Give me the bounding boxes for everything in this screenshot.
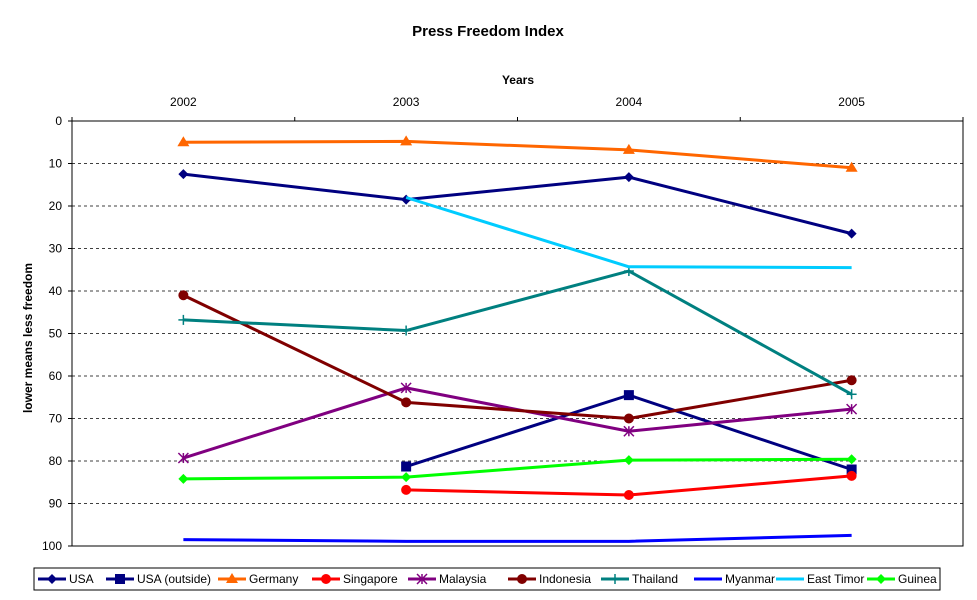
series-line: [183, 269, 853, 396]
gridlines: [72, 163, 963, 504]
data-point: [846, 228, 857, 239]
legend-label: Malaysia: [439, 572, 487, 586]
series-indonesia: [178, 290, 857, 424]
legend-item: USA: [38, 572, 94, 586]
series-line: [183, 172, 852, 236]
data-point: [115, 574, 125, 584]
series-guinea: [178, 454, 857, 484]
data-point: [846, 454, 857, 465]
legend-label: Thailand: [632, 572, 678, 586]
data-point: [178, 290, 189, 301]
x-axis-title: Years: [502, 73, 534, 87]
data-point: [622, 143, 635, 154]
series-line: [183, 139, 852, 170]
series-usa: [178, 169, 857, 239]
data-point: [846, 389, 857, 400]
y-axis-title: lower means less freedom: [21, 263, 35, 413]
legend-label: Germany: [249, 572, 298, 586]
series-line: [405, 196, 852, 270]
y-tick-label: 70: [49, 412, 63, 426]
series-myanmar: [183, 533, 852, 543]
data-point: [623, 490, 634, 500]
legend-item: USA (outside): [106, 572, 211, 586]
x-tick-label: 2003: [393, 95, 420, 109]
y-tick-label: 80: [49, 454, 63, 468]
legend-label: Guinea: [898, 572, 937, 586]
data-point: [623, 455, 634, 466]
y-tick-label: 90: [49, 497, 63, 511]
axis-ticks: 0 10 20 30 40 50 60 70 80 90 100 2002 2003 2004 2005: [42, 95, 964, 553]
legend-item: Myanmar: [694, 572, 775, 586]
legend-item: Malaysia: [408, 572, 487, 586]
data-point: [226, 573, 238, 583]
y-tick-label: 100: [42, 539, 62, 553]
y-tick-label: 60: [49, 369, 63, 383]
legend-item: Guinea: [867, 572, 937, 586]
legend-label: East Timor: [807, 572, 864, 586]
data-point: [610, 574, 620, 584]
x-tick-label: 2005: [838, 95, 865, 109]
data-point: [623, 172, 634, 183]
y-tick-label: 20: [49, 199, 63, 213]
data-point: [846, 403, 858, 415]
legend-item: Indonesia: [508, 572, 591, 586]
data-point: [623, 413, 634, 424]
legend: USA USA (outside) Germany Singapore Malaysia…: [33, 567, 941, 591]
data-point: [177, 136, 190, 147]
data-point: [178, 314, 189, 325]
series-east-timor: [405, 196, 852, 270]
data-point: [623, 390, 634, 401]
data-point: [846, 375, 857, 386]
series-malaysia: [177, 382, 858, 464]
data-point: [178, 473, 189, 484]
legend-label: Singapore: [343, 572, 398, 586]
data-point: [846, 470, 857, 481]
data-point: [401, 461, 412, 472]
legend-label: USA (outside): [137, 572, 211, 586]
legend-label: Indonesia: [539, 572, 591, 586]
y-tick-label: 50: [49, 327, 63, 341]
data-point: [401, 472, 412, 483]
legend-label: USA: [69, 572, 94, 586]
data-point: [400, 382, 412, 394]
legend-item: East Timor: [776, 572, 864, 586]
legend-item: Thailand: [601, 572, 678, 586]
data-point: [400, 135, 413, 146]
legend-label: Myanmar: [725, 572, 775, 586]
data-point: [623, 425, 635, 437]
legend-item: Singapore: [312, 572, 398, 586]
y-tick-label: 30: [49, 242, 63, 256]
data-point: [846, 464, 857, 475]
legend-box: [33, 567, 941, 591]
series-line: [182, 293, 852, 420]
data-point: [177, 452, 189, 464]
data-point: [321, 574, 331, 584]
data-point: [401, 325, 412, 336]
x-tick-label: 2002: [170, 95, 197, 109]
series-singapore: [401, 470, 857, 500]
y-tick-label: 40: [49, 284, 63, 298]
data-point: [47, 574, 57, 584]
data-point: [178, 169, 189, 180]
y-tick-label: 0: [55, 114, 62, 128]
y-tick-label: 10: [49, 157, 63, 171]
data-point: [517, 574, 527, 584]
data-point: [401, 397, 412, 408]
x-tick-label: 2004: [616, 95, 643, 109]
series-line: [183, 457, 852, 481]
series-line: [183, 533, 852, 543]
series-thailand: [178, 266, 857, 400]
data-point: [416, 573, 428, 585]
series-germany: [177, 135, 858, 172]
series-usa-outside: [401, 390, 857, 475]
chart-title: Press Freedom Index: [412, 23, 564, 40]
data-point: [876, 574, 886, 584]
data-point: [401, 484, 412, 495]
data-point: [845, 161, 858, 172]
legend-item: Germany: [218, 572, 298, 586]
series-group: [177, 135, 858, 543]
